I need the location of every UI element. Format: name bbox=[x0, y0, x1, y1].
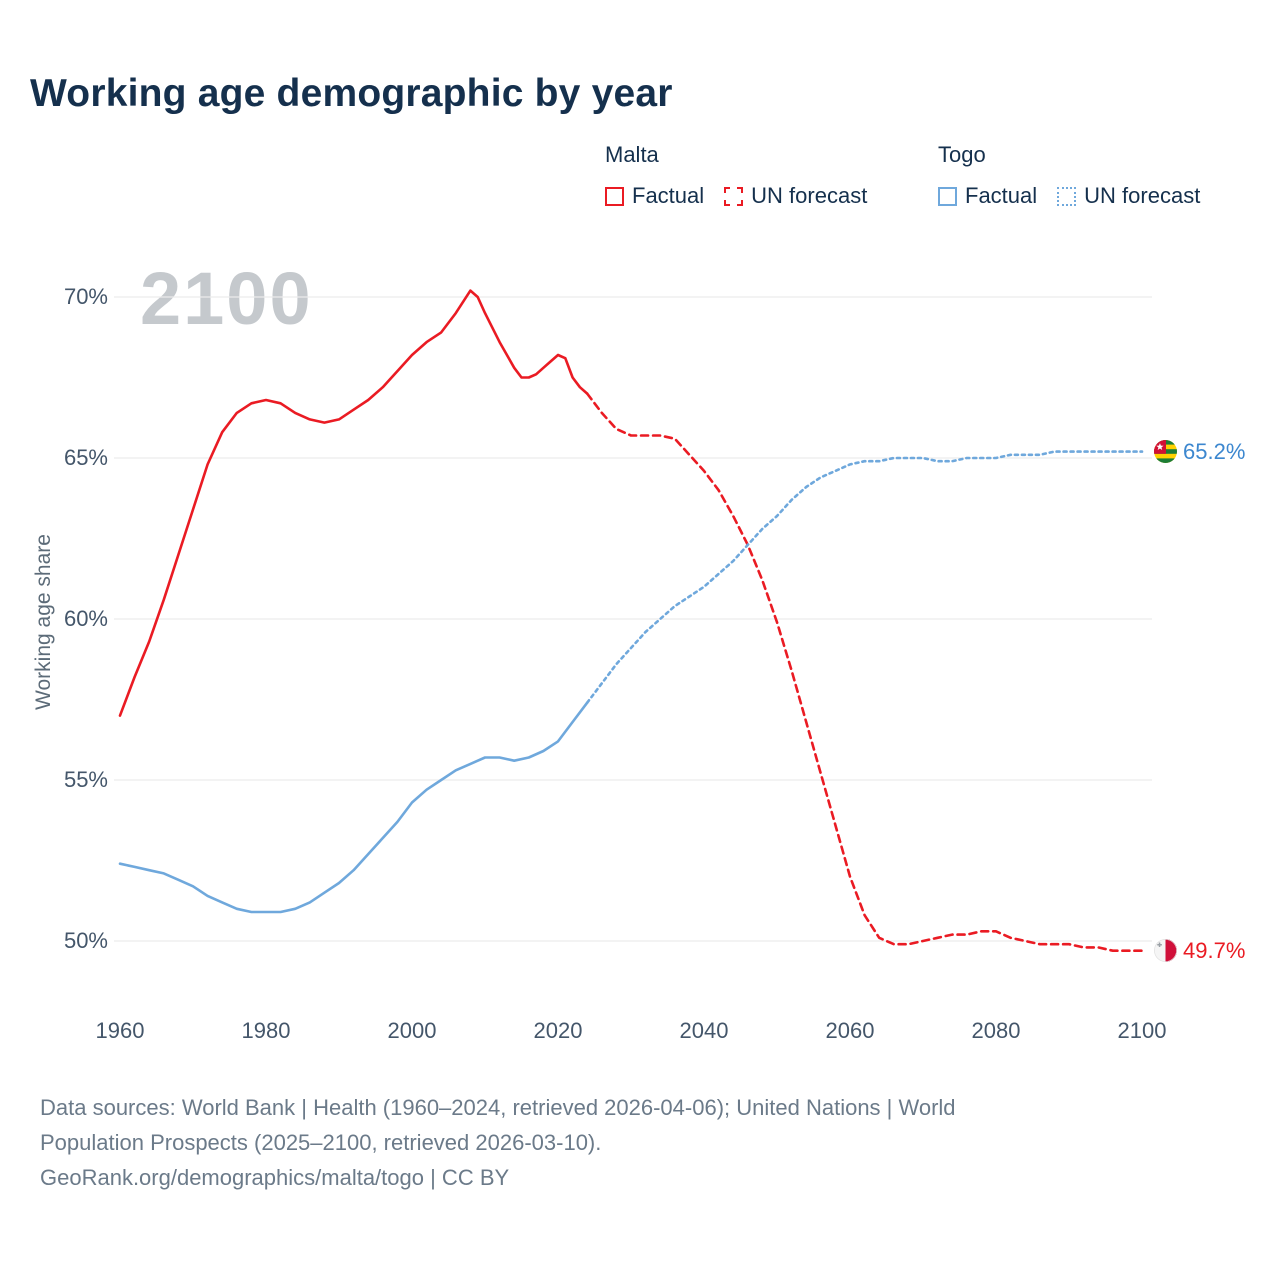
legend-item-label: Factual bbox=[632, 183, 705, 208]
togo-forecast-swatch-icon bbox=[1057, 186, 1077, 206]
series-togo-factual bbox=[118, 701, 589, 914]
x-tick-label: 1960 bbox=[95, 1018, 145, 1043]
footer-line-3: GeoRank.org/demographics/malta/togo | CC… bbox=[40, 1165, 510, 1190]
x-tick-label: 2020 bbox=[533, 1018, 583, 1043]
legend-item-togo-forecast[interactable]: UN forecast bbox=[1057, 183, 1200, 209]
x-tick-label: 2080 bbox=[971, 1018, 1021, 1043]
togo-factual-swatch-icon bbox=[938, 186, 957, 206]
watermark-year: 2100 bbox=[140, 257, 313, 340]
footer-line-1: Data sources: World Bank | Health (1960–… bbox=[40, 1095, 956, 1120]
x-tick-label: 2060 bbox=[825, 1018, 875, 1043]
togo-end-label: 65.2% bbox=[1154, 439, 1245, 465]
malta-end-value: 49.7% bbox=[1183, 937, 1246, 963]
x-tick-label: 2040 bbox=[679, 1018, 729, 1043]
y-tick-label: 55% bbox=[63, 767, 108, 792]
malta-end-label: 49.7% bbox=[1154, 938, 1245, 964]
y-tick-label: 70% bbox=[63, 284, 108, 309]
legend-group-malta-name: Malta bbox=[605, 142, 659, 167]
series-malta-un-forecast bbox=[585, 392, 1144, 953]
malta-factual-swatch-icon bbox=[605, 186, 624, 206]
y-tick-label: 50% bbox=[63, 928, 108, 953]
series-malta-factual bbox=[118, 289, 589, 717]
legend-item-label: Factual bbox=[965, 183, 1038, 208]
x-tick-label: 2000 bbox=[387, 1018, 437, 1043]
y-tick-label: 60% bbox=[63, 606, 108, 631]
togo-end-value: 65.2% bbox=[1183, 438, 1246, 464]
legend-item-malta-factual[interactable]: Factual bbox=[605, 183, 704, 209]
y-tick-label: 65% bbox=[63, 445, 108, 470]
legend-item-label: UN forecast bbox=[751, 183, 868, 208]
x-tick-label: 1980 bbox=[241, 1018, 291, 1043]
legend-item-togo-factual[interactable]: Factual bbox=[938, 183, 1037, 209]
legend-group-malta: Malta Factual UN forecast bbox=[605, 143, 867, 209]
legend-group-togo-name: Togo bbox=[938, 142, 986, 167]
malta-flag-icon bbox=[1154, 939, 1177, 963]
series-togo-un-forecast bbox=[585, 450, 1144, 705]
legend-group-togo: Togo Factual UN forecast bbox=[938, 143, 1200, 209]
togo-flag-icon bbox=[1154, 440, 1177, 464]
footer-attribution: Data sources: World Bank | Health (1960–… bbox=[40, 1090, 1200, 1195]
page-title: Working age demographic by year bbox=[30, 72, 673, 115]
malta-forecast-swatch-icon bbox=[724, 186, 744, 206]
legend-item-label: UN forecast bbox=[1084, 183, 1201, 208]
x-tick-label: 2100 bbox=[1117, 1018, 1167, 1043]
legend-item-malta-forecast[interactable]: UN forecast bbox=[724, 183, 867, 209]
footer-line-2: Population Prospects (2025–2100, retriev… bbox=[40, 1130, 602, 1155]
